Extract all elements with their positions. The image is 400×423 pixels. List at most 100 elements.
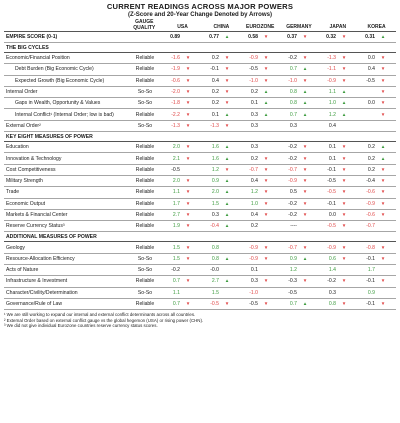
gauge-quality: So-So xyxy=(126,97,164,110)
arrow-down-icon: ▼ xyxy=(341,212,347,217)
cell-china: 0.2 ▼ xyxy=(203,97,242,110)
row-label: Internal Conflict¹ (Internal Order; low … xyxy=(4,108,126,121)
cell-korea: -0.6 ▼ xyxy=(359,186,396,199)
cell-china: 0.4 ▼ xyxy=(203,75,242,87)
cell-usa: 1.7 ▼ xyxy=(164,198,203,210)
cell-germany: -0.7 ▼ xyxy=(281,241,320,254)
cell-eurozone: 0.2 ▼ xyxy=(242,152,281,165)
arrow-down-icon: ▼ xyxy=(185,55,191,61)
z-score-value: 0.4 xyxy=(250,178,258,185)
z-score-value: 2.0 xyxy=(172,178,180,185)
table-row: Education Reliable 2.0 ▼ 1.6 ▲ 0.3 -0.2 ▼ 0.1 ▼ 0.2… xyxy=(4,141,396,154)
gauge-quality: So-So xyxy=(126,120,164,133)
cell-japan: 0.8 ▼ xyxy=(320,298,359,311)
section-header: ADDITIONAL MEASURES OF POWER xyxy=(4,231,396,243)
z-score-value: 1.1 xyxy=(172,189,180,196)
z-score-value: -0.7 xyxy=(288,166,297,173)
cell-china: 0.3 ▲ xyxy=(203,209,242,222)
row-label: Geology xyxy=(4,241,126,254)
z-score-value: -0.5 xyxy=(366,77,375,84)
arrow-up-icon: ▲ xyxy=(224,155,230,161)
cell-eurozone: -1.0 xyxy=(242,287,281,299)
cell-japan: 1.4 xyxy=(320,264,359,277)
arrow-down-icon: ▼ xyxy=(380,178,386,184)
z-score-value: -0.5 xyxy=(327,189,336,196)
arrow-up-icon: ▲ xyxy=(224,34,230,39)
z-score-value: -0.7 xyxy=(249,166,258,173)
table-row: Military Strength Reliable 2.0 ▼ 0.9 ▲ 0.4 ▼ -0.… xyxy=(4,175,396,188)
arrow-down-icon: ▼ xyxy=(224,77,230,83)
page-subtitle: (Z-Score and 20-Year Change Denoted by A… xyxy=(127,11,273,18)
z-score-value: 1.7 xyxy=(172,200,180,207)
z-score-value: 0.1 xyxy=(250,267,258,274)
cell-korea: ▼ xyxy=(359,108,396,121)
cell-japan: 0.4 xyxy=(320,120,359,133)
arrow-up-icon: ▲ xyxy=(224,178,230,184)
z-score-value: 1.9 xyxy=(172,223,180,230)
z-score-value: -0.1 xyxy=(366,301,375,308)
arrow-up-icon: ▲ xyxy=(302,255,308,261)
table-row: External Order² So-So -1.3 ▼ -1.3 ▼ 0.3 0.3 0.4 xyxy=(4,120,396,133)
cell-usa: -1.6 ▼ xyxy=(164,52,203,65)
z-score-value: -0.6 xyxy=(171,77,180,84)
cell-china: 0.77 ▲ xyxy=(203,32,242,43)
cell-korea: -0.1 ▼ xyxy=(359,275,396,288)
arrow-down-icon: ▼ xyxy=(380,200,386,206)
gauge-quality: So-So xyxy=(126,287,164,299)
arrow-down-icon: ▼ xyxy=(185,144,191,150)
z-score-value: 1.2 xyxy=(211,166,219,173)
arrow-down-icon: ▼ xyxy=(224,100,230,106)
z-score-value: 1.7 xyxy=(367,267,375,274)
arrow-down-icon: ▼ xyxy=(224,122,230,128)
arrow-down-icon: ▼ xyxy=(185,122,191,128)
arrow-down-icon: ▼ xyxy=(302,189,308,195)
row-label: Military Strength xyxy=(4,175,126,188)
z-score-value: -0.5 xyxy=(249,66,258,73)
arrow-down-icon: ▼ xyxy=(341,55,347,61)
gauge-quality: Reliable xyxy=(126,63,164,76)
z-score-value: 0.8 xyxy=(328,301,336,308)
z-score-value: 1.6 xyxy=(211,155,219,162)
arrow-down-icon: ▼ xyxy=(302,178,308,184)
cell-germany: 0.7 ▲ xyxy=(281,108,320,121)
row-label: Character/Civility/Determination xyxy=(4,287,126,299)
row-label: Economic/Financial Position xyxy=(4,52,126,65)
row-label: Markets & Financial Center xyxy=(4,209,126,222)
z-score-value: 0.7 xyxy=(172,301,180,308)
cell-usa: -0.2 xyxy=(164,264,203,277)
gauge-quality: Reliable xyxy=(126,164,164,176)
row-label: Innovation & Technology xyxy=(4,152,126,165)
cell-korea: 1.7 xyxy=(359,264,396,277)
arrow-down-icon: ▼ xyxy=(341,278,347,284)
cell-usa: 2.7 ▼ xyxy=(164,209,203,222)
z-score-value: 0.0 xyxy=(367,55,375,62)
z-score-value: 2.1 xyxy=(172,155,180,162)
z-score-value: -0.1 xyxy=(210,66,219,73)
z-score-value: 1.2 xyxy=(250,189,258,196)
row-label: Resource-Allocation Efficiency xyxy=(4,253,126,266)
arrow-down-icon: ▼ xyxy=(263,155,269,161)
arrow-down-icon: ▼ xyxy=(185,111,191,117)
cell-germany: 0.7 ▲ xyxy=(281,63,320,76)
z-score-value: 0.89 xyxy=(170,34,180,40)
empire-score-row: EMPIRE SCORE (0-1) 0.89 0.77 ▲ 0.58 ▼ 0.37 ▼ 0.3… xyxy=(4,32,396,43)
arrow-down-icon: ▼ xyxy=(302,212,308,217)
z-score-value: -0.5 xyxy=(327,178,336,185)
z-score-value: 0.0 xyxy=(367,100,375,107)
z-score-value: 1.5 xyxy=(172,255,180,262)
z-score-value: -0.9 xyxy=(288,178,297,185)
gauge-quality: Reliable xyxy=(126,198,164,210)
z-score-value: -0.2 xyxy=(288,55,297,62)
z-score-value: 2.7 xyxy=(211,278,219,285)
cell-germany: -0.2 ▼ xyxy=(281,152,320,165)
cell-eurozone: 0.1 xyxy=(242,264,281,277)
page-title: CURRENT READINGS ACROSS MAJOR POWERS xyxy=(106,2,294,11)
cell-japan: 0.3 xyxy=(320,287,359,299)
arrow-down-icon: ▼ xyxy=(341,255,347,261)
z-score-value: -0.4 xyxy=(210,223,219,230)
z-score-value: -0.7 xyxy=(288,244,297,251)
cell-japan: 0.6 ▼ xyxy=(320,253,359,266)
cell-eurozone: 0.4 ▼ xyxy=(242,175,281,188)
z-score-value: 0.2 xyxy=(367,166,375,173)
arrow-down-icon: ▼ xyxy=(380,100,386,106)
